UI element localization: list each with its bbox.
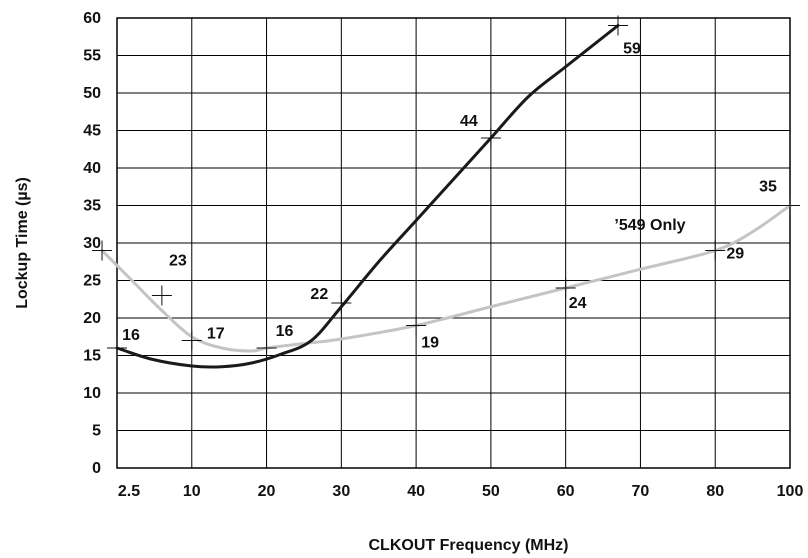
x-tick-label: 100 <box>777 483 804 500</box>
point-label: 59 <box>623 41 641 58</box>
point-label: 19 <box>421 335 439 352</box>
series-annotation: ’549 Only <box>614 217 685 234</box>
y-tick-label: 20 <box>83 310 101 327</box>
x-tick-label: 10 <box>183 483 201 500</box>
y-tick-label: 40 <box>83 160 101 177</box>
y-tick-label: 10 <box>83 385 101 402</box>
x-tick-label: 60 <box>557 483 575 500</box>
point-label: 23 <box>169 253 187 270</box>
x-tick-label: 40 <box>407 483 425 500</box>
point-label: 44 <box>460 113 478 130</box>
point-label: 29 <box>726 246 744 263</box>
plot-frame <box>116 17 791 469</box>
y-tick-label: 5 <box>92 423 101 440</box>
y-tick-label: 50 <box>83 85 101 102</box>
x-tick-label: 70 <box>632 483 650 500</box>
y-tick-label: 45 <box>83 123 101 140</box>
y-tick-label: 35 <box>83 198 101 215</box>
point-label: 16 <box>122 327 140 344</box>
y-tick-label: 60 <box>83 10 101 27</box>
y-tick-label: 55 <box>83 48 101 65</box>
point-label: 17 <box>207 326 225 343</box>
x-tick-label: 2.5 <box>118 483 140 500</box>
point-label: 24 <box>569 295 587 312</box>
y-axis-title: Lockup Time (µs) <box>14 177 31 309</box>
x-tick-label: 30 <box>332 483 350 500</box>
x-tick-label: 50 <box>482 483 500 500</box>
y-tick-label: 0 <box>92 460 101 477</box>
x-tick-label: 20 <box>258 483 276 500</box>
y-tick-label: 15 <box>83 348 101 365</box>
x-axis-title: CLKOUT Frequency (MHz) <box>369 537 569 554</box>
x-tick-label: 80 <box>706 483 724 500</box>
y-tick-label: 30 <box>83 235 101 252</box>
series-line-gray <box>100 204 792 353</box>
point-label: 22 <box>310 286 328 303</box>
y-tick-label: 25 <box>83 273 101 290</box>
point-label: 16 <box>276 323 294 340</box>
point-label: 35 <box>759 179 777 196</box>
